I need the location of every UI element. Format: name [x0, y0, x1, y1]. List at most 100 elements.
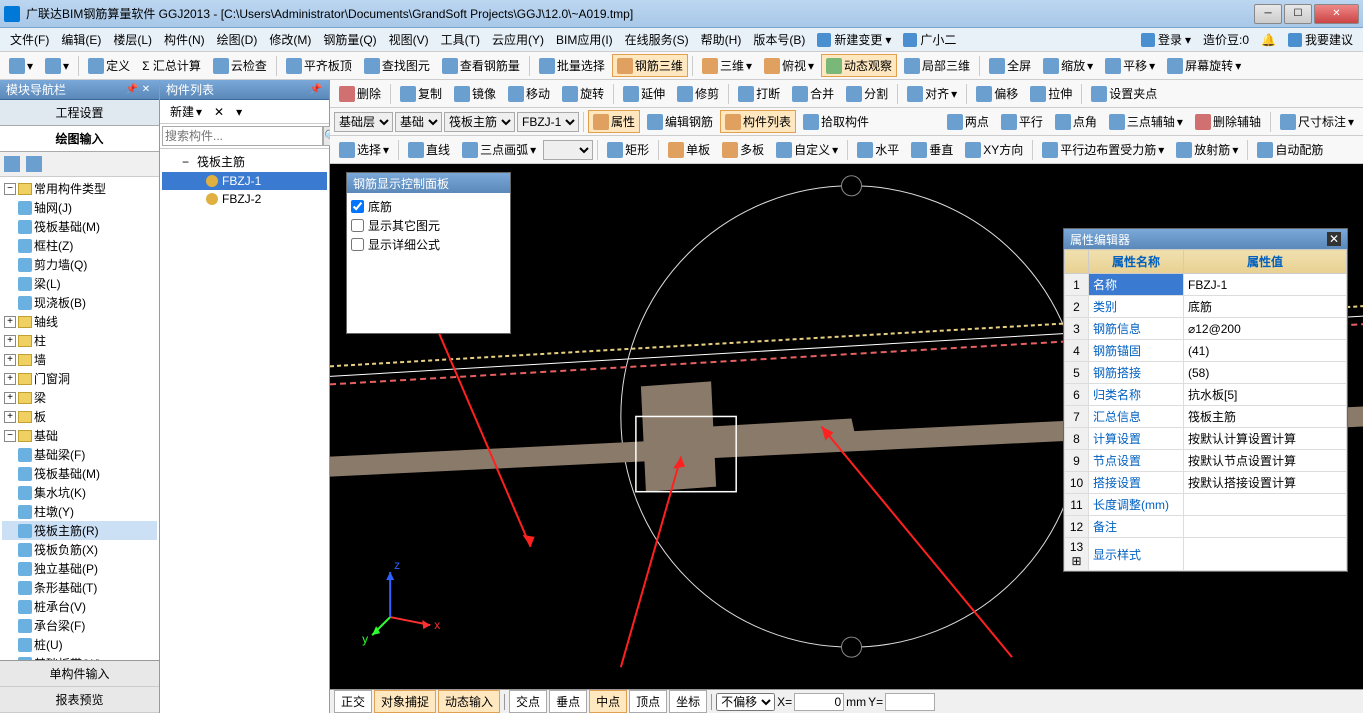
bell-icon[interactable]: 🔔: [1255, 31, 1282, 49]
nav-pin-button[interactable]: 📌: [125, 83, 139, 97]
copy-button[interactable]: 复制: [395, 82, 447, 105]
xy-button[interactable]: XY方向: [960, 138, 1028, 161]
menu-draw[interactable]: 绘图(D): [211, 29, 264, 50]
tree-item[interactable]: −基础: [2, 426, 157, 445]
property-value[interactable]: 筏板主筋: [1184, 406, 1347, 428]
x-input[interactable]: [794, 693, 844, 711]
tab-project-settings[interactable]: 工程设置: [0, 100, 159, 126]
redo-button[interactable]: ▾: [40, 55, 74, 77]
component-list-item[interactable]: − 筏板主筋: [162, 151, 327, 172]
coord-button[interactable]: 坐标: [669, 690, 707, 713]
property-value[interactable]: [1184, 494, 1347, 516]
property-value[interactable]: 底筋: [1184, 296, 1347, 318]
tree-item[interactable]: 剪力墙(Q): [2, 255, 157, 274]
menu-bim[interactable]: BIM应用(I): [550, 29, 619, 50]
menu-component[interactable]: 构件(N): [158, 29, 211, 50]
y-input[interactable]: [885, 693, 935, 711]
tab-draw-input[interactable]: 绘图输入: [0, 126, 159, 152]
tree-item[interactable]: 现浇板(B): [2, 293, 157, 312]
rect-button[interactable]: 矩形: [602, 138, 654, 161]
vert-button[interactable]: 垂直: [906, 138, 958, 161]
edge-rebar-button[interactable]: 平行边布置受力筋▾: [1037, 138, 1169, 161]
set-clamp-button[interactable]: 设置夹点: [1086, 82, 1162, 105]
minimize-button[interactable]: ─: [1254, 4, 1282, 24]
prop-panel-header[interactable]: 属性编辑器 ✕: [1064, 229, 1347, 249]
float-panel-header[interactable]: 钢筋显示控制面板: [347, 173, 510, 193]
tree-item[interactable]: 框柱(Z): [2, 236, 157, 255]
mirror-button[interactable]: 镜像: [449, 82, 501, 105]
find-img-button[interactable]: 查找图元: [359, 54, 435, 77]
stretch-button[interactable]: 拉伸: [1025, 82, 1077, 105]
tree-toggle[interactable]: −: [182, 155, 189, 169]
trim-button[interactable]: 修剪: [672, 82, 724, 105]
perp-button[interactable]: 垂点: [549, 690, 587, 713]
mid-button[interactable]: 中点: [589, 690, 627, 713]
component-list-item[interactable]: FBZJ-1: [162, 172, 327, 190]
tree-item[interactable]: 柱墩(Y): [2, 502, 157, 521]
horiz-button[interactable]: 水平: [852, 138, 904, 161]
rebar-3d-button[interactable]: 钢筋三维: [612, 54, 688, 77]
property-value[interactable]: ⌀12@200: [1184, 318, 1347, 340]
tree-toggle[interactable]: −: [4, 430, 16, 442]
extend-button[interactable]: 延伸: [618, 82, 670, 105]
comp-pin-button[interactable]: 📌: [309, 83, 323, 97]
comp-delete-button[interactable]: ✕: [210, 103, 228, 121]
single-component-button[interactable]: 单构件输入: [0, 661, 159, 687]
property-row[interactable]: 7汇总信息筏板主筋: [1065, 406, 1347, 428]
merge-button[interactable]: 合并: [787, 82, 839, 105]
nav-close-button[interactable]: ✕: [139, 83, 153, 97]
component-tree[interactable]: −常用构件类型轴网(J)筏板基础(M)框柱(Z)剪力墙(Q)梁(L)现浇板(B)…: [0, 177, 159, 660]
tree-item[interactable]: 筏板负筋(X): [2, 540, 157, 559]
parallel-button[interactable]: 平行: [996, 110, 1048, 133]
batch-select-button[interactable]: 批量选择: [534, 54, 610, 77]
property-row[interactable]: 8计算设置按默认计算设置计算: [1065, 428, 1347, 450]
two-point-button[interactable]: 两点: [942, 110, 994, 133]
layer-select[interactable]: 基础层: [334, 112, 393, 132]
property-row[interactable]: 9节点设置按默认节点设置计算: [1065, 450, 1347, 472]
display-option[interactable]: 底筋: [351, 197, 506, 216]
property-row[interactable]: 3钢筋信息⌀12@200: [1065, 318, 1347, 340]
menu-version[interactable]: 版本号(B): [747, 29, 811, 50]
local-3d-button[interactable]: 局部三维: [899, 54, 975, 77]
look-button[interactable]: 俯视▾: [759, 54, 819, 77]
property-value[interactable]: (58): [1184, 362, 1347, 384]
new-component-button[interactable]: 新建 ▾: [164, 101, 206, 122]
tree-item[interactable]: 集水坑(K): [2, 483, 157, 502]
property-value[interactable]: 按默认搭接设置计算: [1184, 472, 1347, 494]
option-checkbox[interactable]: [351, 200, 364, 213]
dynamic-observe-button[interactable]: 动态观察: [821, 54, 897, 77]
property-row[interactable]: 10搭接设置按默认搭接设置计算: [1065, 472, 1347, 494]
dimension-button[interactable]: 尺寸标注▾: [1275, 110, 1359, 133]
auto-rebar-button[interactable]: 自动配筋: [1252, 138, 1328, 161]
comp-list-button[interactable]: 构件列表: [720, 110, 796, 133]
property-row[interactable]: 11长度调整(mm): [1065, 494, 1347, 516]
line-button[interactable]: 直线: [403, 138, 455, 161]
tree-toggle[interactable]: +: [4, 411, 16, 423]
zoom-button[interactable]: 缩放▾: [1038, 54, 1098, 77]
tree-item[interactable]: −常用构件类型: [2, 179, 157, 198]
tree-item[interactable]: 桩承台(V): [2, 597, 157, 616]
define-button[interactable]: 定义: [83, 54, 135, 77]
item-select[interactable]: FBZJ-1: [517, 112, 579, 132]
option-checkbox[interactable]: [351, 238, 364, 251]
menu-rebar[interactable]: 钢筋量(Q): [317, 29, 382, 50]
tree-toggle[interactable]: +: [4, 316, 16, 328]
new-change-button[interactable]: 新建变更 ▾: [811, 29, 897, 50]
tree-item[interactable]: 筏板基础(M): [2, 217, 157, 236]
menu-edit[interactable]: 编辑(E): [55, 29, 107, 50]
menu-floor[interactable]: 楼层(L): [107, 29, 158, 50]
tree-item[interactable]: +板: [2, 407, 157, 426]
subcategory-select[interactable]: 筏板主筋: [444, 112, 515, 132]
arc-button[interactable]: 三点画弧▾: [457, 138, 541, 161]
tree-item[interactable]: +梁: [2, 388, 157, 407]
tree-toggle[interactable]: −: [4, 183, 16, 195]
sum-button[interactable]: Σ 汇总计算: [137, 54, 206, 77]
component-search-input[interactable]: [162, 126, 323, 146]
property-row[interactable]: 13 ⊞显示样式: [1065, 538, 1347, 571]
tree-item[interactable]: 梁(L): [2, 274, 157, 293]
property-value[interactable]: 按默认节点设置计算: [1184, 450, 1347, 472]
tree-item[interactable]: +门窗洞: [2, 369, 157, 388]
property-row[interactable]: 12备注: [1065, 516, 1347, 538]
style-select[interactable]: [543, 140, 593, 160]
split-button[interactable]: 分割: [841, 82, 893, 105]
